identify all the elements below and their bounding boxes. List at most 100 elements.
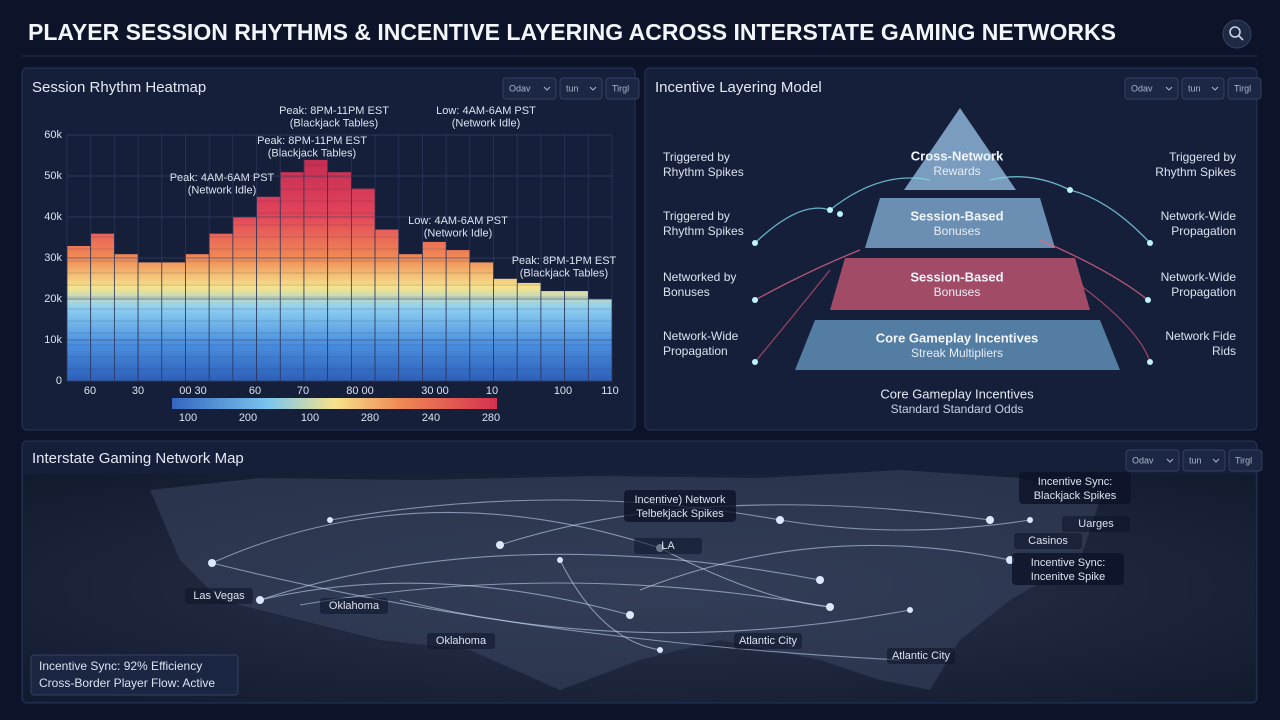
- dropdown[interactable]: [502, 77, 557, 100]
- level-title: Session-Based: [910, 208, 1003, 223]
- base-subtitle: Standard Standard Odds: [891, 402, 1024, 416]
- heat-column: [493, 278, 518, 382]
- heat-column: [279, 171, 305, 382]
- flow-node: [827, 207, 833, 213]
- place-label: Atlantic City: [892, 650, 951, 662]
- dropdown-caret: [1211, 86, 1219, 91]
- level-subtitle: Rewards: [933, 164, 980, 178]
- side-label: Network-Wide: [1161, 270, 1237, 284]
- annotation: (Blackjack Tables): [290, 117, 378, 129]
- flow-node: [1147, 359, 1153, 365]
- place-tag: [634, 538, 702, 554]
- y-tick-label: 30k: [44, 252, 62, 264]
- x-axis-label: 30 00: [421, 385, 449, 397]
- x-axis-label: 60: [249, 385, 261, 397]
- panel-title: Incentive Layering Model: [655, 79, 822, 96]
- dropdown[interactable]: [1181, 77, 1225, 100]
- heat-column: [564, 290, 589, 382]
- place-label: Oklahoma: [329, 600, 380, 612]
- place-tag: [734, 633, 802, 649]
- heat-column: [445, 249, 471, 382]
- callout: Incentive Sync:: [1031, 557, 1106, 569]
- side-label: Networked by: [663, 270, 736, 284]
- flow-curve: [754, 269, 831, 363]
- heat-column: [137, 261, 163, 382]
- annotation: (Network Idle): [188, 184, 256, 196]
- side-label: Triggered by: [1169, 150, 1236, 164]
- y-tick-label: 10k: [44, 334, 62, 346]
- x-axis-label: 100: [554, 385, 572, 397]
- side-label: Triggered by: [663, 150, 730, 164]
- callout-box: [1019, 472, 1131, 504]
- callout: Blackjack Spikes: [1034, 490, 1117, 502]
- y-tick-label: 50k: [44, 170, 62, 182]
- level-subtitle: Bonuses: [934, 285, 981, 299]
- side-label: Rhythm Spikes: [1155, 165, 1236, 179]
- x-axis-label: 60: [84, 385, 96, 397]
- place-label: LA: [661, 540, 675, 552]
- dropdown[interactable]: [1125, 449, 1180, 472]
- dropdown-label: Odav: [1132, 455, 1154, 465]
- colorbar-label: 100: [301, 412, 319, 424]
- page-title: PLAYER SESSION RHYTHMS & INCENTIVE LAYER…: [28, 19, 1116, 45]
- heat-column: [208, 233, 234, 382]
- dropdown-label: tun: [1189, 455, 1202, 465]
- panel-title: Interstate Gaming Network Map: [32, 450, 244, 467]
- side-label: Propagation: [663, 344, 728, 358]
- y-tick-label: 60k: [44, 129, 62, 141]
- dropdown-caret: [1165, 86, 1173, 91]
- place-label: Las Vegas: [193, 590, 245, 602]
- place-tag: [1014, 533, 1082, 549]
- colorbar: [172, 398, 497, 409]
- dropdown-label: tun: [1188, 83, 1201, 93]
- level-title: Cross-Network: [911, 148, 1004, 163]
- place-label: Casinos: [1028, 535, 1068, 547]
- colorbar-label: 280: [361, 412, 379, 424]
- dropdown[interactable]: [1182, 449, 1226, 472]
- pyramid-level: [830, 258, 1090, 310]
- dropdown-label: Tirgl: [612, 83, 629, 93]
- dropdown[interactable]: [1227, 77, 1262, 100]
- heat-column: [90, 233, 115, 382]
- x-axis-label: 10: [486, 385, 498, 397]
- colorbar-label: 280: [482, 412, 500, 424]
- status-text: Incentive Sync: 92% Efficiency: [39, 659, 202, 673]
- flow-node: [1145, 297, 1151, 303]
- dropdown[interactable]: [605, 77, 640, 100]
- side-label: Propagation: [1171, 285, 1236, 299]
- flow-curve: [1039, 239, 1149, 301]
- heat-column: [540, 290, 565, 382]
- dropdown[interactable]: [1228, 449, 1263, 472]
- side-label: Rhythm Spikes: [663, 165, 744, 179]
- side-label: Bonuses: [663, 285, 710, 299]
- search-button[interactable]: [1222, 19, 1252, 49]
- heat-column: [161, 261, 186, 382]
- side-label: Triggered by: [663, 209, 730, 223]
- dropdown[interactable]: [559, 77, 603, 100]
- annotation: Peak: 8PM-11PM EST: [257, 135, 367, 147]
- y-tick-label: 0: [56, 375, 62, 387]
- place-tag: [185, 588, 253, 604]
- side-label: Network Fide: [1165, 329, 1236, 343]
- y-tick-label: 40k: [44, 211, 62, 223]
- flow-node: [837, 211, 843, 217]
- dropdown[interactable]: [1124, 77, 1179, 100]
- dropdown-label: Odav: [1131, 83, 1153, 93]
- colorbar-label: 100: [179, 412, 197, 424]
- callout-box: [1012, 553, 1124, 585]
- flow-curve: [1079, 284, 1151, 363]
- side-label: Rids: [1212, 344, 1236, 358]
- place-label: Uarges: [1078, 518, 1114, 530]
- x-axis-label: 80 00: [346, 385, 374, 397]
- x-axis-label: 30: [132, 385, 144, 397]
- place-label: Atlantic City: [739, 635, 798, 647]
- place-tag: [320, 598, 388, 614]
- flow-curve: [754, 249, 861, 301]
- x-axis-label: 110: [601, 385, 619, 397]
- dropdown-label: tun: [566, 83, 579, 93]
- flow-node: [1147, 240, 1153, 246]
- place-tag: [887, 648, 955, 664]
- level-subtitle: Streak Multipliers: [911, 346, 1003, 360]
- dropdown-caret: [589, 86, 597, 91]
